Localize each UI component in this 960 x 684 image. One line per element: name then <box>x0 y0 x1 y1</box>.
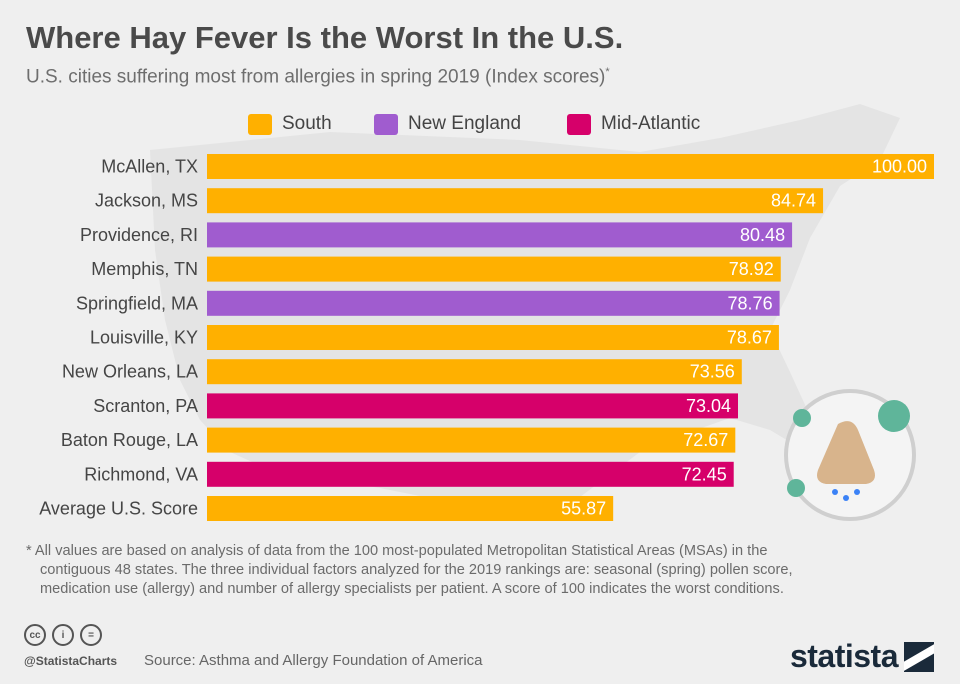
value-label: 78.76 <box>728 293 773 313</box>
license-icons: cc i = <box>24 624 102 646</box>
value-label: 72.45 <box>682 464 727 484</box>
legend-item-south: South <box>248 112 332 136</box>
legend-swatch-new-england <box>374 113 398 135</box>
legend-swatch-south <box>248 113 272 135</box>
brand-text: statista <box>789 638 899 674</box>
bar <box>207 290 780 316</box>
category-label: Jackson, MS <box>95 191 198 211</box>
category-label: McAllen, TX <box>101 157 198 177</box>
attribution-icon: i <box>52 624 74 646</box>
value-label: 78.67 <box>727 328 772 348</box>
legend-label-mid-atlantic: Mid-Atlantic <box>601 113 701 134</box>
bar <box>207 496 614 521</box>
legend: South New England Mid-Atlantic <box>0 112 960 136</box>
value-label: 78.92 <box>729 259 774 279</box>
bars-group: McAllen, TX 100.00 Jackson, MS 84.74 Provide… <box>39 154 934 521</box>
category-label: Providence, RI <box>80 225 198 245</box>
chart-subtitle: U.S. cities suffering most from allergie… <box>26 66 610 88</box>
footnote-marker: * <box>605 66 610 78</box>
statista-logo: statista <box>790 638 934 675</box>
legend-label-south: South <box>282 113 332 134</box>
nose-virus-icon <box>784 389 916 521</box>
subtitle-text: U.S. cities suffering most from allergie… <box>26 66 606 88</box>
category-label: Baton Rouge, LA <box>61 430 198 450</box>
chart-title: Where Hay Fever Is the Worst In the U.S. <box>26 20 624 55</box>
legend-swatch-mid-atlantic <box>567 113 591 135</box>
value-label: 84.74 <box>771 191 816 211</box>
footnote-line-1: * All values are based on analysis of da… <box>26 543 768 559</box>
creative-commons-icon: cc <box>24 624 46 646</box>
bar <box>207 256 781 282</box>
category-label: Scranton, PA <box>93 396 198 416</box>
bar <box>207 188 824 214</box>
category-label: Memphis, TN <box>91 259 198 279</box>
value-label: 73.04 <box>686 396 731 416</box>
legend-item-mid-atlantic: Mid-Atlantic <box>567 112 700 136</box>
bar <box>207 427 736 453</box>
bar <box>207 154 934 179</box>
bar <box>207 393 739 419</box>
bar <box>207 325 779 350</box>
category-label: Richmond, VA <box>84 464 198 484</box>
footnote-line-2: contiguous 48 states. The three individu… <box>40 562 793 578</box>
category-label: Louisville, KY <box>90 328 198 348</box>
value-label: 73.56 <box>690 362 735 382</box>
value-label: 80.48 <box>740 225 785 245</box>
bar <box>207 461 734 487</box>
value-label: 72.67 <box>683 430 728 450</box>
statista-logo-icon <box>904 641 934 672</box>
footnote: * All values are based on analysis of da… <box>26 542 916 599</box>
category-label: Springfield, MA <box>76 293 198 313</box>
no-derivatives-icon: = <box>80 624 102 646</box>
category-label: Average U.S. Score <box>39 499 198 519</box>
source-note: Source: Asthma and Allergy Foundation of… <box>144 652 483 669</box>
twitter-handle: @StatistaCharts <box>24 654 118 668</box>
bar <box>207 359 742 385</box>
footnote-line-3: medication use (allergy) and number of a… <box>40 581 784 597</box>
value-label: 55.87 <box>561 499 606 519</box>
legend-item-new-england: New England <box>374 112 521 136</box>
category-label: New Orleans, LA <box>62 362 198 382</box>
bar <box>207 222 793 248</box>
legend-label-new-england: New England <box>408 113 522 134</box>
value-label: 100.00 <box>872 157 927 177</box>
